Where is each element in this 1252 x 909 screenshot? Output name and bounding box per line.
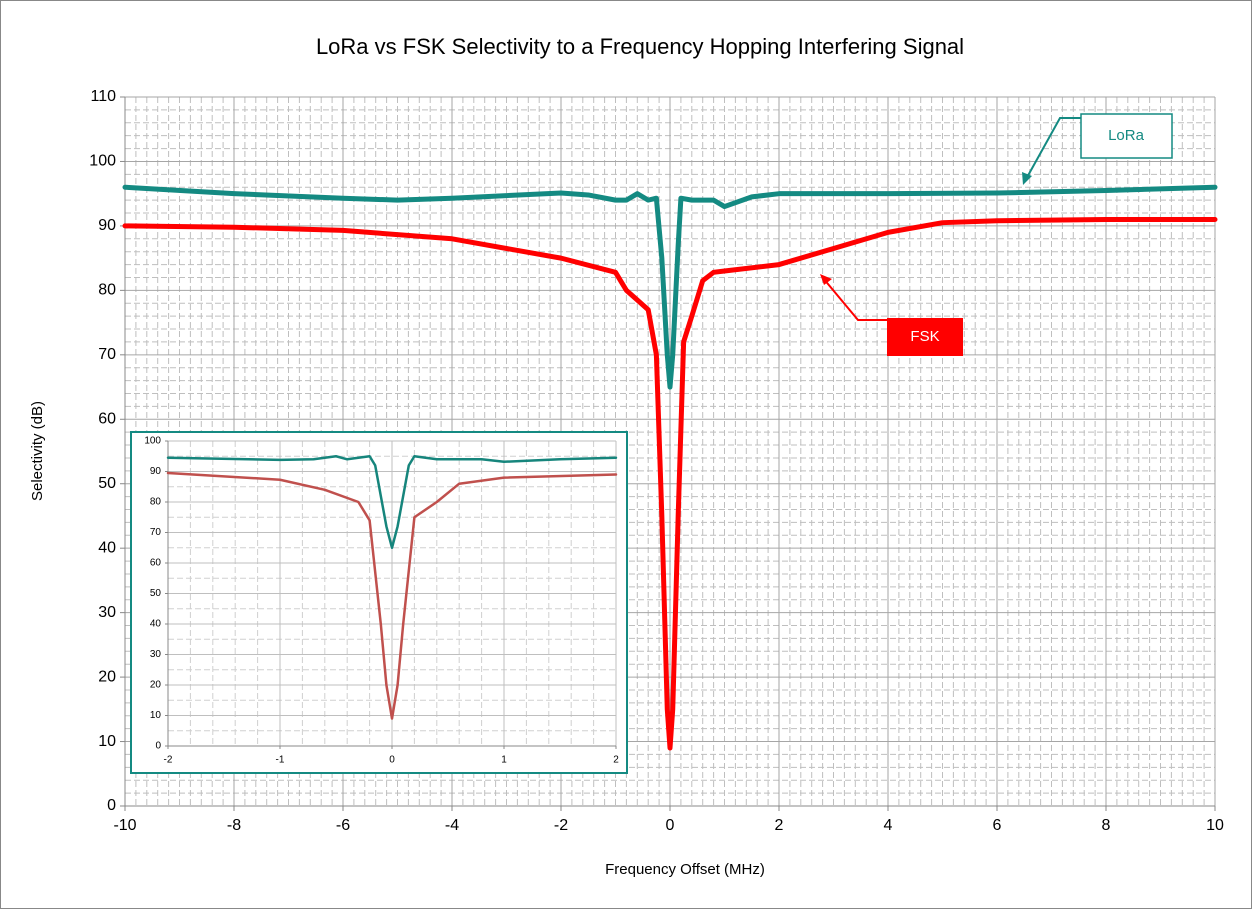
x-tick-label: 6 <box>993 817 1002 834</box>
series-line <box>166 455 618 549</box>
y-tick-label: 20 <box>98 668 116 685</box>
x-tick-label: -10 <box>113 817 136 834</box>
annotations: LoRa FSK <box>820 113 1173 356</box>
x-tick-label: -6 <box>336 817 350 834</box>
x-tick-label: -2 <box>164 755 173 766</box>
x-tick-label: 2 <box>613 755 619 766</box>
y-tick-label: 80 <box>98 282 116 299</box>
annotation-arrow <box>820 274 832 285</box>
series-line <box>166 471 618 720</box>
x-tick-label: 10 <box>1206 817 1224 834</box>
x-tick-label: -2 <box>554 817 568 834</box>
annotation-text: FSK <box>910 328 939 345</box>
y-tick-label: 10 <box>98 733 116 750</box>
x-axis-label: Frequency Offset (MHz) <box>605 861 765 878</box>
annotation-box <box>1080 113 1173 159</box>
y-tick-label: 100 <box>89 153 116 170</box>
y-tick-label: 60 <box>98 410 116 427</box>
y-tick-label: 70 <box>150 527 162 538</box>
x-tick-label: 1 <box>501 755 507 766</box>
y-tick-label: 100 <box>144 436 161 447</box>
y-tick-label: 40 <box>98 539 116 556</box>
y-tick-label: 20 <box>150 680 162 691</box>
y-tick-label: 90 <box>150 466 162 477</box>
y-tick-label: 50 <box>150 588 162 599</box>
x-tick-label: 8 <box>1102 817 1111 834</box>
y-tick-label: 40 <box>150 619 162 630</box>
y-tick-label: 30 <box>150 649 162 660</box>
y-tick-label: 90 <box>98 217 116 234</box>
annotation-box <box>887 318 963 356</box>
y-tick-label: 80 <box>150 497 162 508</box>
annotation-leader <box>1024 117 1081 182</box>
y-tick-label: 10 <box>150 710 162 721</box>
series-line <box>122 184 1218 390</box>
x-tick-label: 2 <box>775 817 784 834</box>
y-tick-label: 50 <box>98 475 116 492</box>
annotation-leader <box>822 277 887 321</box>
x-tick-label: -8 <box>227 817 241 834</box>
y-tick-label: 30 <box>98 604 116 621</box>
x-tick-label: 0 <box>666 817 675 834</box>
x-tick-label: 4 <box>884 817 893 834</box>
y-tick-label: 110 <box>90 88 116 105</box>
x-tick-label: 0 <box>389 755 395 766</box>
x-tick-label: -4 <box>445 817 459 834</box>
chart-title: LoRa vs FSK Selectivity to a Frequency H… <box>316 34 964 59</box>
x-tick-label: -1 <box>276 755 285 766</box>
series-line <box>122 216 1218 751</box>
y-tick-label: 60 <box>150 558 162 569</box>
annotation-arrow <box>1022 172 1032 185</box>
annotation-text: LoRa <box>1108 127 1145 144</box>
y-tick-label: 70 <box>98 346 116 363</box>
y-axis-label: Selectivity (dB) <box>29 401 46 501</box>
y-tick-label: 0 <box>155 741 161 752</box>
y-tick-label: 0 <box>107 797 116 814</box>
